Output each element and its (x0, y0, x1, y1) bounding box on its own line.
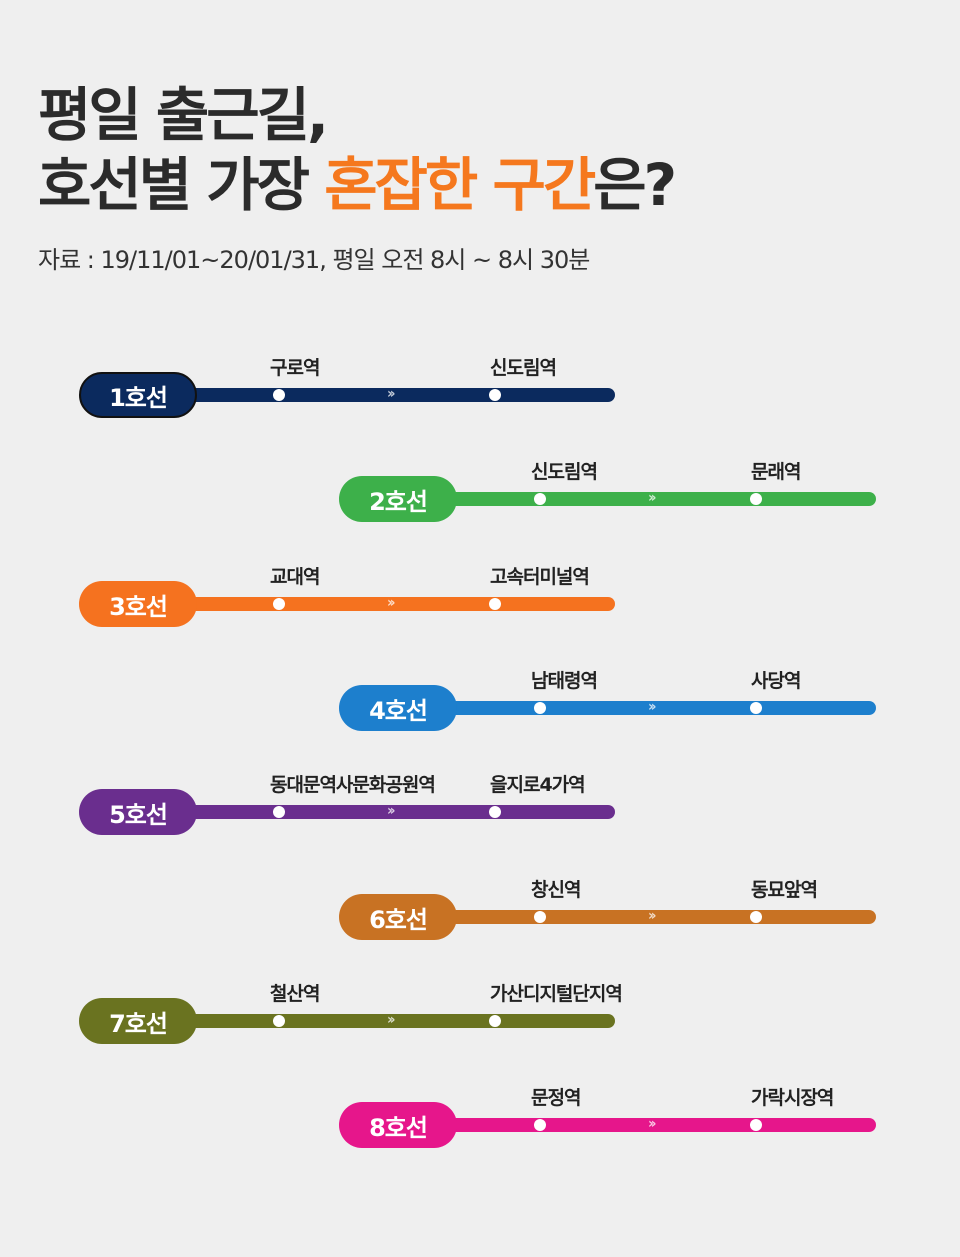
station-dot-from (273, 598, 285, 610)
station-dot-to (750, 702, 762, 714)
station-to-label: 동묘앞역 (751, 879, 818, 901)
station-to-label: 신도림역 (490, 357, 557, 379)
chevron-right-icon: ›› (387, 386, 395, 402)
line-badge: 6호선 (339, 894, 457, 940)
line-track (140, 805, 615, 819)
line-badge: 3호선 (79, 581, 197, 627)
station-from-label: 동대문역사문화공원역 (270, 774, 436, 796)
line-track (140, 597, 615, 611)
station-dot-from (534, 911, 546, 923)
title-line-2-prefix: 호선별 가장 (38, 151, 325, 219)
page-title: 평일 출근길, 호선별 가장 혼잡한 구간은? (38, 80, 677, 220)
line-badge: 8호선 (339, 1102, 457, 1148)
station-dot-from (273, 806, 285, 818)
station-dot-to (489, 1015, 501, 1027)
station-dot-to (750, 493, 762, 505)
station-from-label: 교대역 (270, 566, 320, 588)
station-to-label: 고속터미널역 (490, 566, 590, 588)
line-badge: 2호선 (339, 476, 457, 522)
station-from-label: 구로역 (270, 357, 320, 379)
chevron-right-icon: ›› (387, 1012, 395, 1028)
station-to-label: 사당역 (751, 670, 801, 692)
line-badge: 7호선 (79, 998, 197, 1044)
line-badge: 1호선 (79, 372, 197, 418)
source-note: 자료 : 19/11/01~20/01/31, 평일 오전 8시 ~ 8시 30… (38, 246, 590, 274)
chevron-right-icon: ›› (648, 490, 656, 506)
station-from-label: 창신역 (531, 879, 581, 901)
chevron-right-icon: ›› (387, 595, 395, 611)
station-dot-to (489, 806, 501, 818)
station-to-label: 을지로4가역 (490, 774, 586, 796)
line-badge: 5호선 (79, 789, 197, 835)
station-dot-to (489, 389, 501, 401)
station-to-label: 문래역 (751, 461, 801, 483)
station-to-label: 가산디지털단지역 (490, 983, 623, 1005)
station-dot-to (750, 1119, 762, 1131)
title-line-2-suffix: 은? (593, 151, 677, 219)
station-dot-from (534, 702, 546, 714)
line-badge: 4호선 (339, 685, 457, 731)
station-dot-from (273, 389, 285, 401)
station-dot-to (489, 598, 501, 610)
station-dot-from (534, 1119, 546, 1131)
line-track (140, 388, 615, 402)
title-highlight: 혼잡한 구간 (324, 151, 596, 219)
station-from-label: 남태령역 (531, 670, 598, 692)
station-dot-from (534, 493, 546, 505)
station-from-label: 철산역 (270, 983, 320, 1005)
chevron-right-icon: ›› (387, 803, 395, 819)
chevron-right-icon: ›› (648, 1116, 656, 1132)
title-line-1: 평일 출근길, (38, 81, 329, 149)
line-track (140, 1014, 615, 1028)
line-track (400, 701, 876, 715)
chevron-right-icon: ›› (648, 699, 656, 715)
station-from-label: 신도림역 (531, 461, 598, 483)
station-from-label: 문정역 (531, 1087, 581, 1109)
line-track (400, 1118, 876, 1132)
station-dot-from (273, 1015, 285, 1027)
line-track (400, 492, 876, 506)
station-dot-to (750, 911, 762, 923)
chevron-right-icon: ›› (648, 908, 656, 924)
station-to-label: 가락시장역 (751, 1087, 834, 1109)
line-track (400, 910, 876, 924)
